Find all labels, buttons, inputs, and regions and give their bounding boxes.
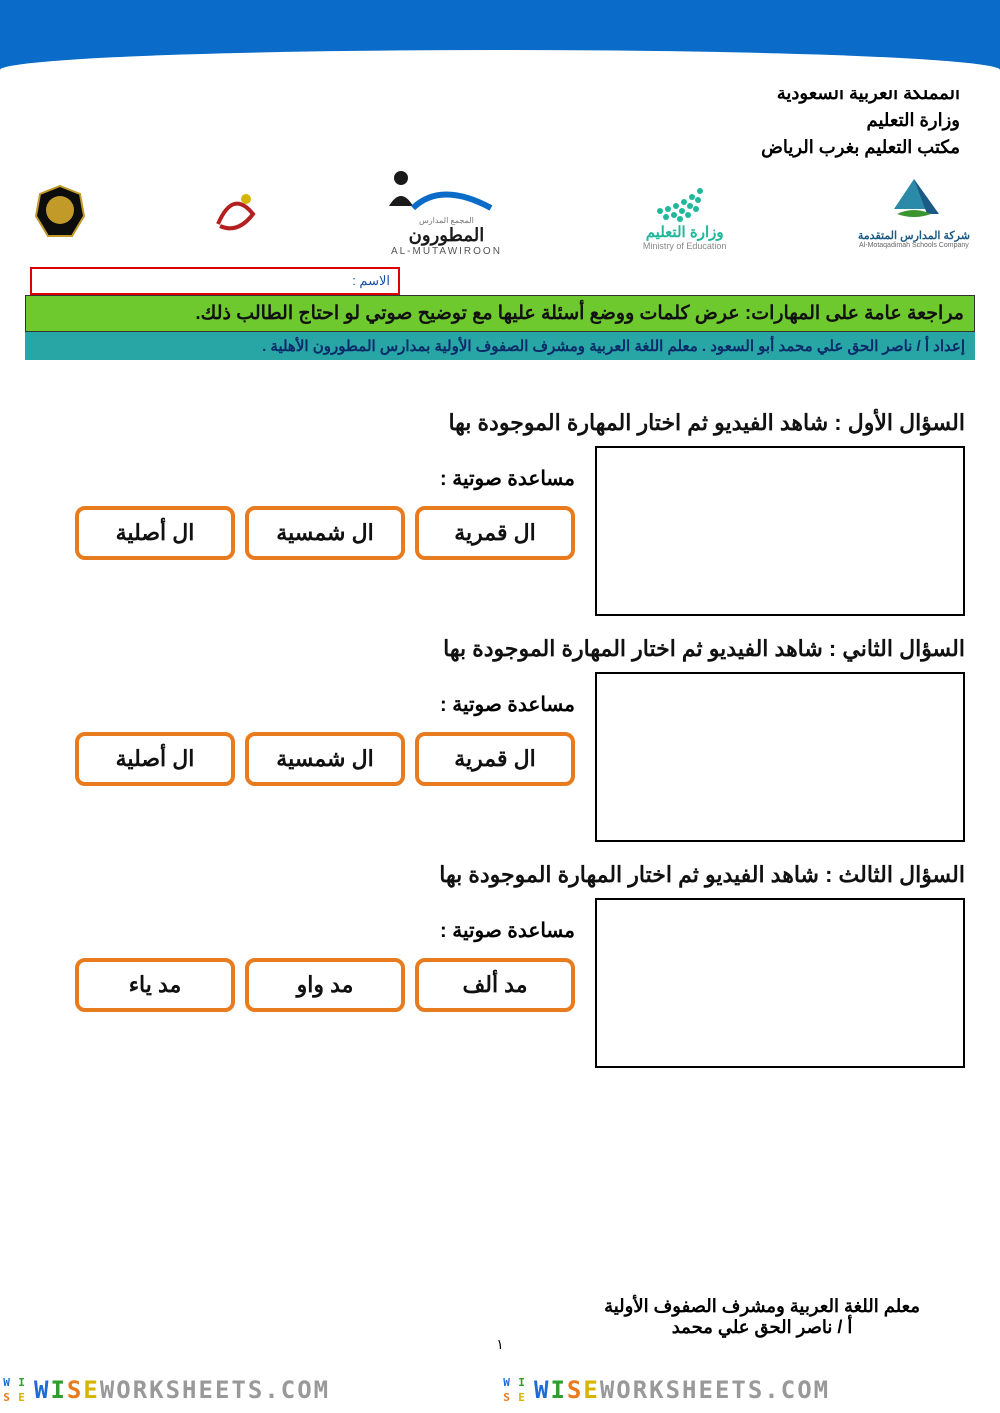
q3-row: مساعدة صوتية : مد ألف مد واو مد ياء [35,898,965,1068]
q1-opt-1[interactable]: ال قمرية [415,506,575,560]
schools-company-ar: شركة المدارس المتقدمة [858,229,970,242]
q1-opt-2[interactable]: ال شمسية [245,506,405,560]
q1-row: مساعدة صوتية : ال قمرية ال شمسية ال أصلي… [35,446,965,616]
green-bar: مراجعة عامة على المهارات: عرض كلمات ووضع… [25,295,975,332]
watermark: WISE WISEWORKSHEETS.COM WISE WISEWORKSHE… [0,1375,1000,1405]
ministry-logo: وزارة التعليم Ministry of Education [630,173,740,251]
logos-row: المجمع المدارس المطورون AL-MUTAWIROON وز… [0,161,1000,267]
schools-company-logo: شركة المدارس المتقدمة Al-Motaqadimah Sch… [858,174,970,249]
footer-line2: أ / ناصر الحق علي محمد [604,1317,920,1338]
badge-logo [30,182,90,242]
q3-options: مد ألف مد واو مد ياء [35,958,575,1012]
q2-title: السؤال الثاني : شاهد الفيديو ثم اختار ال… [35,636,965,662]
q1-options: ال قمرية ال شمسية ال أصلية [35,506,575,560]
q3-opt-3[interactable]: مد ياء [75,958,235,1012]
q2-row: مساعدة صوتية : ال قمرية ال شمسية ال أصلي… [35,672,965,842]
wise-icon: WISE [0,1375,30,1405]
footer-line1: معلم اللغة العربية ومشرف الصفوف الأولية [604,1296,920,1317]
schools-company-en: Al-Motaqadimah Schools Company [859,242,969,249]
name-input-box[interactable]: الاسم : [30,267,400,295]
q2-options: ال قمرية ال شمسية ال أصلية [35,732,575,786]
mutawiroon-logo: المجمع المدارس المطورون AL-MUTAWIROON [381,166,511,257]
page-number: ١ [496,1336,504,1353]
teal-bar: إعداد أ / ناصر الحق علي محمد أبو السعود … [25,332,975,360]
top-banner [0,0,1000,70]
q3-audio-help: مساعدة صوتية : [35,918,575,943]
ministry-ar: وزارة التعليم [646,223,724,241]
wise-icon: WISE [500,1375,530,1405]
q3-video-box[interactable] [595,898,965,1068]
q1-title: السؤال الأول : شاهد الفيديو ثم اختار الم… [35,410,965,436]
q2-opt-3[interactable]: ال أصلية [75,732,235,786]
q3-opt-2[interactable]: مد واو [245,958,405,1012]
footer: معلم اللغة العربية ومشرف الصفوف الأولية … [604,1296,920,1338]
q3-title: السؤال الثالث : شاهد الفيديو ثم اختار ال… [35,862,965,888]
q1-video-box[interactable] [595,446,965,616]
mutawiroon-ar: المطورون [409,225,485,246]
q2-opt-2[interactable]: ال شمسية [245,732,405,786]
mutawiroon-en: AL-MUTAWIROON [391,246,502,257]
q2-opt-1[interactable]: ال قمرية [415,732,575,786]
header-line3: مكتب التعليم بغرب الرياض [0,134,960,161]
q1-audio-help: مساعدة صوتية : [35,466,575,491]
name-label: الاسم : [352,273,390,288]
q2-video-box[interactable] [595,672,965,842]
questions-area: السؤال الأول : شاهد الفيديو ثم اختار الم… [0,360,1000,1068]
calligraphy-logo [208,184,263,239]
q3-opt-1[interactable]: مد ألف [415,958,575,1012]
mutawiroon-sub: المجمع المدارس [419,216,474,225]
header-line2: وزارة التعليم [0,107,960,134]
q2-audio-help: مساعدة صوتية : [35,692,575,717]
ministry-en: Ministry of Education [643,241,727,251]
q1-opt-3[interactable]: ال أصلية [75,506,235,560]
